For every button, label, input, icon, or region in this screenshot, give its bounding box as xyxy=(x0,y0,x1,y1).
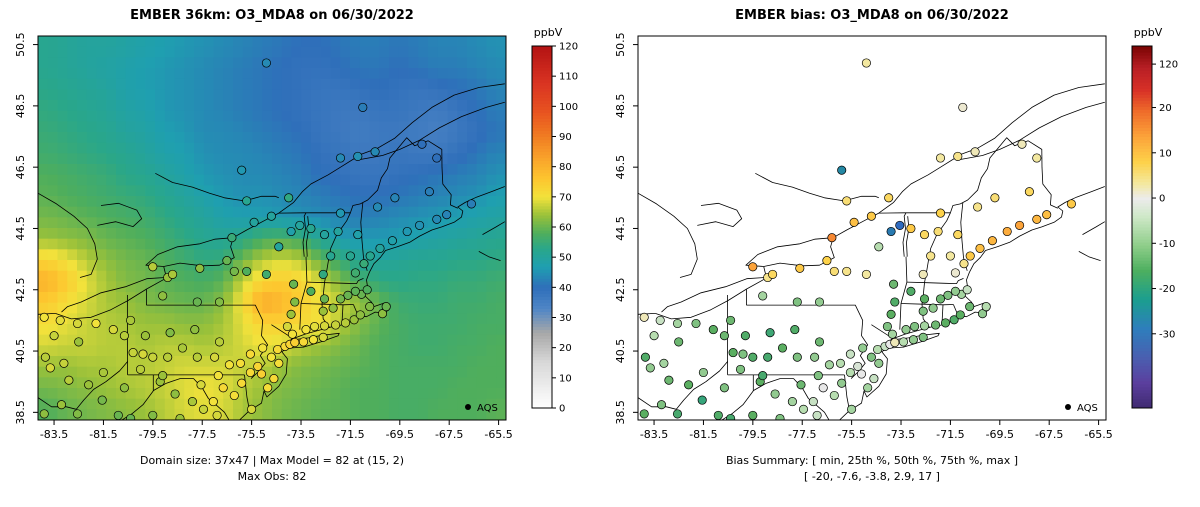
x-tick-label: -79.5 xyxy=(739,428,767,441)
x-tick-label: -79.5 xyxy=(139,428,167,441)
colorbar-tick-label: 90 xyxy=(559,132,572,143)
y-tick-label: 40.5 xyxy=(614,339,627,364)
x-tick-label: -69.5 xyxy=(986,428,1014,441)
x-tick-label: -81.5 xyxy=(689,428,717,441)
model-caption-line1: Domain size: 37x47 | Max Model = 82 at (… xyxy=(140,454,404,467)
aqs-legend-dot xyxy=(1065,404,1071,410)
model-panel-title: EMBER 36km: O3_MDA8 on 06/30/2022 xyxy=(130,8,414,23)
y-tick-label: 48.5 xyxy=(14,94,27,119)
axes: -83.5 -81.5 -79.5 -77.5 -75.5 -73.5 -71.5 -69.5… xyxy=(14,32,513,441)
aqs-station-points xyxy=(39,58,476,420)
model-plot-area: -83.5 -81.5 -79.5 -77.5 -75.5 -73.5 -71.5 -69.5… xyxy=(14,32,578,441)
colorbar-tick-label: 20 xyxy=(559,343,572,354)
x-tick-label: -75.5 xyxy=(837,428,865,441)
colorbar-tick-label: 10 xyxy=(1159,148,1172,159)
colorbar-tick-label: 10 xyxy=(559,373,572,384)
x-tick-label: -73.5 xyxy=(287,428,315,441)
model-colorbar: 0 10 20 30 40 50 60 70 80 90 100 110 120 xyxy=(531,42,578,415)
y-tick-label: 50.5 xyxy=(614,32,627,57)
model-caption-line2: Max Obs: 82 xyxy=(238,470,307,483)
bias-colorbar-title: ppbV xyxy=(1134,26,1163,39)
aqs-legend-dot xyxy=(465,404,471,410)
colorbar-tick-label: 70 xyxy=(559,192,572,203)
bias-map: -83.5 -81.5 -79.5 -77.5 -75.5 -73.5 -71.5 -69.5… xyxy=(614,8,1178,483)
y-tick-label: 38.5 xyxy=(614,400,627,425)
y-tick-label: 44.5 xyxy=(614,216,627,241)
model-panel: -83.5 -81.5 -79.5 -77.5 -75.5 -73.5 -71.5 -69.5… xyxy=(0,0,600,502)
axes: -83.5 -81.5 -79.5 -77.5 -75.5 -73.5 -71.5 -69.5… xyxy=(614,32,1113,441)
model-map: -83.5 -81.5 -79.5 -77.5 -75.5 -73.5 -71.5 -69.5… xyxy=(14,8,578,483)
bias-caption-line2: [ -20, -7.6, -3.8, 2.9, 17 ] xyxy=(804,470,940,483)
bias-points-layer xyxy=(638,58,1106,420)
colorbar-tick-label: 100 xyxy=(559,102,578,113)
x-tick-label: -77.5 xyxy=(188,428,216,441)
bias-panel: -83.5 -81.5 -79.5 -77.5 -75.5 -73.5 -71.5 -69.5… xyxy=(600,0,1200,502)
colorbar-tick-label: -20 xyxy=(1159,284,1175,295)
colorbar-tick-label: 120 xyxy=(559,42,578,53)
colorbar-tick-label: 120 xyxy=(1159,60,1178,71)
colorbar-tick-label: 20 xyxy=(1159,103,1172,114)
y-tick-label: 40.5 xyxy=(14,339,27,364)
x-tick-label: -67.5 xyxy=(435,428,463,441)
colorbar-tick-label: 80 xyxy=(559,162,572,173)
x-tick-label: -73.5 xyxy=(887,428,915,441)
x-tick-label: -75.5 xyxy=(237,428,265,441)
x-tick-label: -83.5 xyxy=(40,428,68,441)
aqs-legend-label: AQS xyxy=(477,403,498,414)
y-tick-label: 50.5 xyxy=(14,32,27,57)
colorbar-tick-label: 60 xyxy=(559,223,572,234)
y-tick-label: 46.5 xyxy=(614,155,627,180)
x-tick-label: -81.5 xyxy=(89,428,117,441)
colorbar-tick-label: 110 xyxy=(559,72,578,83)
state-boundaries xyxy=(638,83,1106,420)
bias-caption-line1: Bias Summary: [ min, 25th %, 50th %, 75t… xyxy=(726,454,1018,467)
colorbar-tick-label: -30 xyxy=(1159,329,1175,340)
colorbar-tick-label: 50 xyxy=(559,253,572,264)
x-tick-label: -69.5 xyxy=(386,428,414,441)
colorbar-tick-label: 30 xyxy=(559,313,572,324)
bias-colorbar: 120 20 10 0 -10 -20 -30 xyxy=(1131,45,1178,409)
colorbar-tick-label: 0 xyxy=(1159,194,1165,205)
x-tick-label: -77.5 xyxy=(788,428,816,441)
y-tick-label: 38.5 xyxy=(14,400,27,425)
aqs-legend-label: AQS xyxy=(1077,403,1098,414)
y-tick-label: 46.5 xyxy=(14,155,27,180)
y-tick-label: 44.5 xyxy=(14,216,27,241)
x-tick-label: -71.5 xyxy=(936,428,964,441)
bias-plot-area: -83.5 -81.5 -79.5 -77.5 -75.5 -73.5 -71.5 -69.5… xyxy=(614,32,1178,441)
aqs-station-points xyxy=(639,58,1076,420)
model-raster-layer xyxy=(38,36,506,420)
y-tick-label: 42.5 xyxy=(14,278,27,303)
bias-panel-title: EMBER bias: O3_MDA8 on 06/30/2022 xyxy=(735,8,1009,23)
y-tick-label: 48.5 xyxy=(614,94,627,119)
y-tick-label: 42.5 xyxy=(614,278,627,303)
colorbar-tick-label: 0 xyxy=(559,404,565,415)
colorbar-tick-label: 40 xyxy=(559,283,572,294)
x-tick-label: -65.5 xyxy=(1084,428,1112,441)
x-tick-label: -83.5 xyxy=(640,428,668,441)
x-tick-label: -71.5 xyxy=(336,428,364,441)
x-tick-label: -65.5 xyxy=(484,428,512,441)
model-colorbar-title: ppbV xyxy=(534,26,563,39)
x-tick-label: -67.5 xyxy=(1035,428,1063,441)
colorbar-tick-label: -10 xyxy=(1159,239,1175,250)
